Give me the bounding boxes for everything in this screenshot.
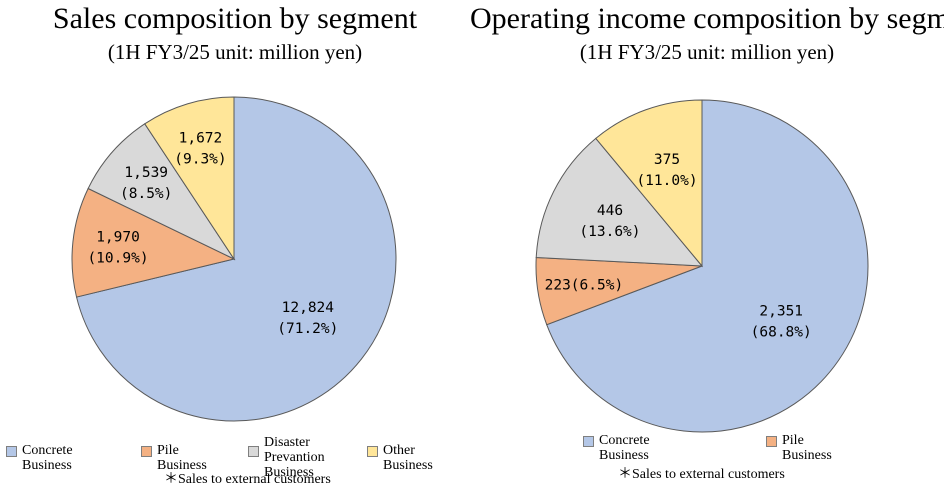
legend-swatch [141,446,152,457]
legend-label: Concrete Business [22,443,73,473]
slice-value-label: 2,351 [759,304,803,320]
legend-item-other: Other Business [367,443,433,473]
slice-percent-label: (71.2%) [277,321,338,337]
chart-title: Operating income composition by segment [470,2,944,35]
chart-subtitle: (1H FY3/25 unit: million yen) [107,40,363,64]
chart-subtitle: (1H FY3/25 unit: million yen) [579,40,835,64]
legend-item-pile: Pile Business [766,433,832,463]
legend-item-disaster-prevention: Disaster Prevantion Business [248,435,325,480]
slice-percent-label: (10.9%) [87,251,148,267]
pie-slice-other [595,99,703,268]
legend-item-concrete: Concrete Business [6,443,73,473]
slice-value-label: 12,824 [282,300,335,316]
legend-swatch [6,446,17,457]
footnote: ＊Sales to external customers [618,467,785,482]
chart-title: Sales composition by segment [52,2,418,35]
legend-swatch [248,446,259,457]
slice-value-label: 1,539 [124,165,168,181]
sales-pie: 12,824 (71.2%) 1,970 (10.9%) 1,539 (8.5%) 1,67… [71,96,397,422]
slice-value-label: 446 [597,203,623,219]
legend-label: Pile Business [157,443,207,473]
pie-slice-concrete [546,99,869,433]
slice-percent-label: (13.6%) [579,224,640,240]
operating-income-pie: 2,351 (68.8%) 223(6.5%) 446 (13.6%) 375 (11.0%… [535,99,869,433]
legend-swatch [766,436,777,447]
legend-swatch [367,446,378,457]
pie-slice-other [144,96,235,261]
legend-label: Other Business [383,443,433,473]
legend-label: Disaster Prevantion Business [264,435,325,480]
pie-slice-concrete [75,96,397,422]
legend-label: Pile Business [782,433,832,463]
pie-slice-pile [71,187,236,298]
sales-composition-chart: Sales composition by segment (1H FY3/25 … [0,0,470,489]
operating-income-composition-chart: Operating income composition by segment … [470,0,944,489]
slice-value-label: 1,970 [96,230,140,246]
legend-swatch [583,436,594,447]
slice-value-label: 1,672 [179,130,223,146]
slice-percent-label: (9.3%) [174,151,226,167]
slice-data-label: 223(6.5%) [545,277,624,293]
slice-percent-label: (68.8%) [751,325,812,341]
legend-item-concrete: Concrete Business [583,433,650,463]
legend-item-pile: Pile Business [141,443,207,473]
slice-percent-label: (8.5%) [120,186,172,202]
slice-percent-label: (11.0%) [636,173,697,189]
footnote: ＊Sales to external customers [164,472,331,487]
pie-slice-disaster-prevention [535,137,704,267]
slice-value-label: 375 [654,152,680,168]
legend-label: Concrete Business [599,433,650,463]
pie-slice-disaster-prevention [87,123,236,261]
